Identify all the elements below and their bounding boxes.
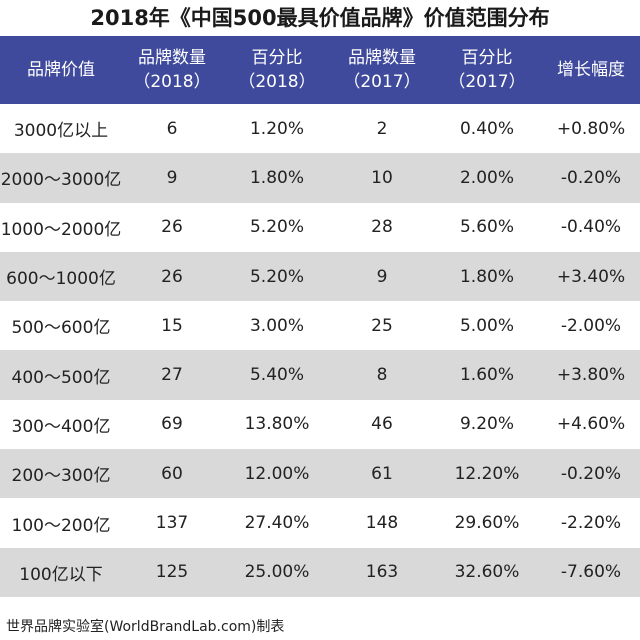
table-row: 100～200亿 137 27.40% 148 29.60% -2.20%: [0, 498, 640, 548]
cell-range: 2000～3000亿: [0, 170, 122, 191]
header-pct-2018-line2: （2018）: [238, 72, 316, 92]
source-credit: 世界品牌实验室(WorldBrandLab.com)制表: [6, 619, 285, 635]
cell-count-2017: 148: [365, 513, 399, 534]
cell-count-2017: 2: [376, 118, 388, 139]
cell-pct-2018: 5.40%: [249, 365, 304, 386]
cell-count-2017: 28: [371, 217, 393, 238]
cell-range: 3000亿以上: [13, 121, 109, 142]
cell-count-2017: 61: [371, 463, 393, 484]
table-row: 2000～3000亿 9 1.80% 10 2.00% -0.20%: [0, 153, 640, 203]
table-row: 200～300亿 60 12.00% 61 12.20% -0.20%: [0, 449, 640, 499]
header-pct-2017: 百分比 （2017）: [432, 36, 542, 104]
table-row: 100亿以下 125 25.00% 163 32.60% -7.60%: [0, 547, 640, 597]
cell-count-2017: 10: [371, 167, 393, 188]
value-distribution-table: 品牌价值 品牌数量 （2018） 百分比 （2018） 品牌数量 （2017） …: [0, 36, 640, 597]
cell-growth: -7.60%: [560, 562, 622, 583]
cell-count-2018: 15: [161, 315, 183, 336]
cell-count-2018: 6: [166, 118, 178, 139]
cell-growth: -2.00%: [560, 315, 622, 336]
cell-pct-2017: 0.40%: [459, 118, 514, 139]
cell-count-2018: 69: [161, 414, 183, 435]
cell-growth: +0.80%: [556, 118, 626, 139]
table-row: 300～400亿 69 13.80% 46 9.20% +4.60%: [0, 399, 640, 450]
cell-count-2018: 27: [161, 365, 183, 386]
cell-range: 400～500亿: [11, 367, 111, 388]
cell-count-2018: 26: [161, 217, 183, 238]
header-count-2017-line1: 品牌数量: [348, 48, 416, 68]
cell-growth: +4.60%: [556, 414, 626, 435]
header-count-2017-line2: （2017）: [343, 72, 421, 92]
table-row: 1000～2000亿 26 5.20% 28 5.60% -0.40%: [0, 202, 640, 252]
header-pct-2017-line1: 百分比: [461, 48, 513, 68]
cell-range: 200～300亿: [11, 466, 111, 487]
cell-pct-2017: 29.60%: [454, 513, 520, 534]
header-count-2017: 品牌数量 （2017）: [332, 36, 432, 104]
header-growth: 增长幅度: [542, 36, 640, 104]
cell-pct-2018: 1.80%: [249, 167, 304, 188]
cell-pct-2017: 5.60%: [459, 217, 514, 238]
header-brand-value-label: 品牌价值: [27, 60, 95, 80]
header-count-2018: 品牌数量 （2018）: [122, 36, 222, 104]
table-header: 品牌价值 品牌数量 （2018） 百分比 （2018） 品牌数量 （2017） …: [0, 36, 640, 104]
cell-pct-2017: 2.00%: [459, 167, 514, 188]
table-title: 2018年《中国500最具价值品牌》价值范围分布: [90, 6, 550, 30]
cell-count-2017: 25: [371, 315, 393, 336]
cell-count-2017: 46: [371, 414, 393, 435]
table-row: 400～500亿 27 5.40% 8 1.60% +3.80%: [0, 350, 640, 400]
cell-pct-2018: 5.20%: [249, 217, 304, 238]
cell-count-2017: 9: [376, 266, 388, 287]
table-row: 600～1000亿 26 5.20% 9 1.80% +3.40%: [0, 251, 640, 302]
header-brand-value: 品牌价值: [0, 36, 122, 104]
cell-range: 300～400亿: [11, 416, 111, 437]
cell-count-2018: 9: [166, 167, 178, 188]
cell-count-2018: 137: [155, 513, 189, 534]
cell-pct-2018: 27.40%: [244, 513, 310, 534]
cell-count-2017: 163: [365, 562, 399, 583]
cell-growth: -2.20%: [560, 513, 622, 534]
cell-growth: -0.20%: [560, 167, 622, 188]
cell-pct-2018: 5.20%: [249, 266, 304, 287]
table-row: 500～600亿 15 3.00% 25 5.00% -2.00%: [0, 301, 640, 351]
cell-range: 100亿以下: [19, 564, 103, 585]
cell-growth: -0.40%: [560, 217, 622, 238]
table-row: 3000亿以上 6 1.20% 2 0.40% +0.80%: [0, 104, 640, 154]
header-pct-2017-line2: （2017）: [448, 72, 526, 92]
header-pct-2018-line1: 百分比: [251, 48, 303, 68]
header-growth-label: 增长幅度: [557, 60, 625, 80]
header-count-2018-line1: 品牌数量: [138, 48, 206, 68]
cell-range: 600～1000亿: [6, 269, 116, 290]
cell-pct-2017: 32.60%: [454, 562, 520, 583]
cell-pct-2018: 25.00%: [244, 562, 310, 583]
cell-pct-2018: 13.80%: [244, 414, 310, 435]
cell-growth: +3.40%: [556, 266, 626, 287]
cell-pct-2017: 9.20%: [459, 414, 514, 435]
cell-count-2017: 8: [376, 365, 388, 386]
cell-count-2018: 26: [161, 266, 183, 287]
cell-pct-2018: 12.00%: [244, 463, 310, 484]
cell-count-2018: 60: [161, 463, 183, 484]
cell-pct-2017: 12.20%: [454, 463, 520, 484]
cell-growth: +3.80%: [556, 365, 626, 386]
header-count-2018-line2: （2018）: [133, 72, 211, 92]
cell-pct-2017: 5.00%: [459, 315, 514, 336]
cell-pct-2018: 1.20%: [249, 118, 304, 139]
cell-pct-2018: 3.00%: [249, 315, 304, 336]
cell-growth: -0.20%: [560, 463, 622, 484]
cell-pct-2017: 1.80%: [459, 266, 514, 287]
cell-range: 100～200亿: [11, 515, 111, 536]
cell-count-2018: 125: [155, 562, 189, 583]
header-pct-2018: 百分比 （2018）: [222, 36, 332, 104]
cell-pct-2017: 1.60%: [459, 365, 514, 386]
cell-range: 500～600亿: [11, 318, 111, 339]
cell-range: 1000～2000亿: [0, 219, 122, 240]
